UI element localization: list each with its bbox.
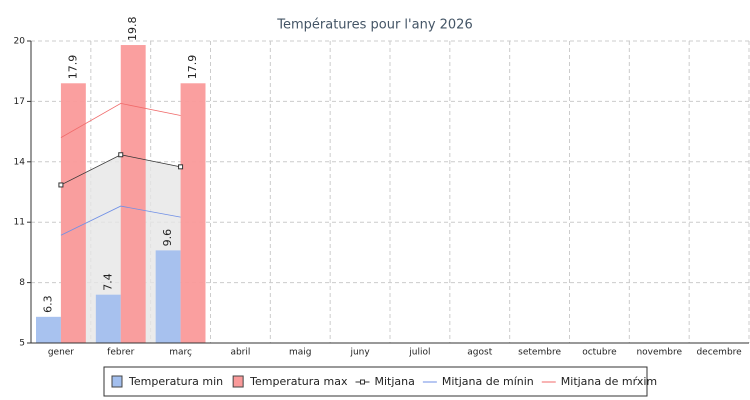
legend-marker [360, 379, 365, 385]
y-tick-label: 5 [19, 339, 25, 349]
x-tick-label: febrer [107, 348, 134, 358]
bar [180, 83, 206, 343]
bar [60, 83, 86, 343]
x-tick-label: octubre [582, 348, 617, 358]
x-tick-label: setembre [518, 348, 561, 358]
value-label: 17.9 [66, 55, 79, 80]
x-tick-label: abril [230, 348, 250, 358]
x-tick-label: març [169, 348, 192, 358]
x-tick-label: juliol [408, 348, 430, 358]
legend-label: Mitjana de mŕxim [561, 375, 657, 388]
legend-label: Mitjana de mínin [442, 375, 534, 388]
legend-swatch [232, 375, 244, 388]
value-label: 19.8 [126, 17, 139, 42]
bar [36, 316, 61, 343]
x-tick-label: agost [467, 348, 492, 358]
marker [178, 164, 184, 170]
legend-swatch [111, 375, 123, 388]
y-tick-label: 14 [14, 157, 26, 167]
line [60, 102, 181, 138]
value-label: 17.9 [186, 55, 199, 80]
x-tick-label: maig [289, 348, 312, 358]
bar [95, 294, 121, 343]
bar [155, 250, 181, 343]
value-label: 6.3 [41, 295, 54, 313]
legend-label: Temperatura min [128, 375, 223, 388]
x-tick-label: gener [48, 348, 74, 358]
x-tick-label: decembre [696, 348, 742, 358]
legend-box [103, 366, 648, 397]
legend-label: Mitjana [375, 375, 415, 388]
x-tick-label: novembre [636, 348, 682, 358]
y-tick-label: 20 [14, 37, 26, 47]
legend-label: Temperatura max [249, 375, 348, 388]
chart-title: Températures pour l'any 2026 [276, 18, 472, 33]
x-tick-label: juny [349, 348, 370, 358]
marker [118, 152, 124, 158]
y-tick-label: 11 [14, 218, 25, 228]
line [60, 205, 181, 236]
y-tick-label: 8 [19, 278, 25, 288]
value-label: 9.6 [161, 229, 174, 247]
value-label: 7.4 [101, 273, 114, 291]
y-tick-label: 17 [14, 97, 25, 107]
marker [58, 182, 64, 188]
bar [120, 45, 146, 343]
